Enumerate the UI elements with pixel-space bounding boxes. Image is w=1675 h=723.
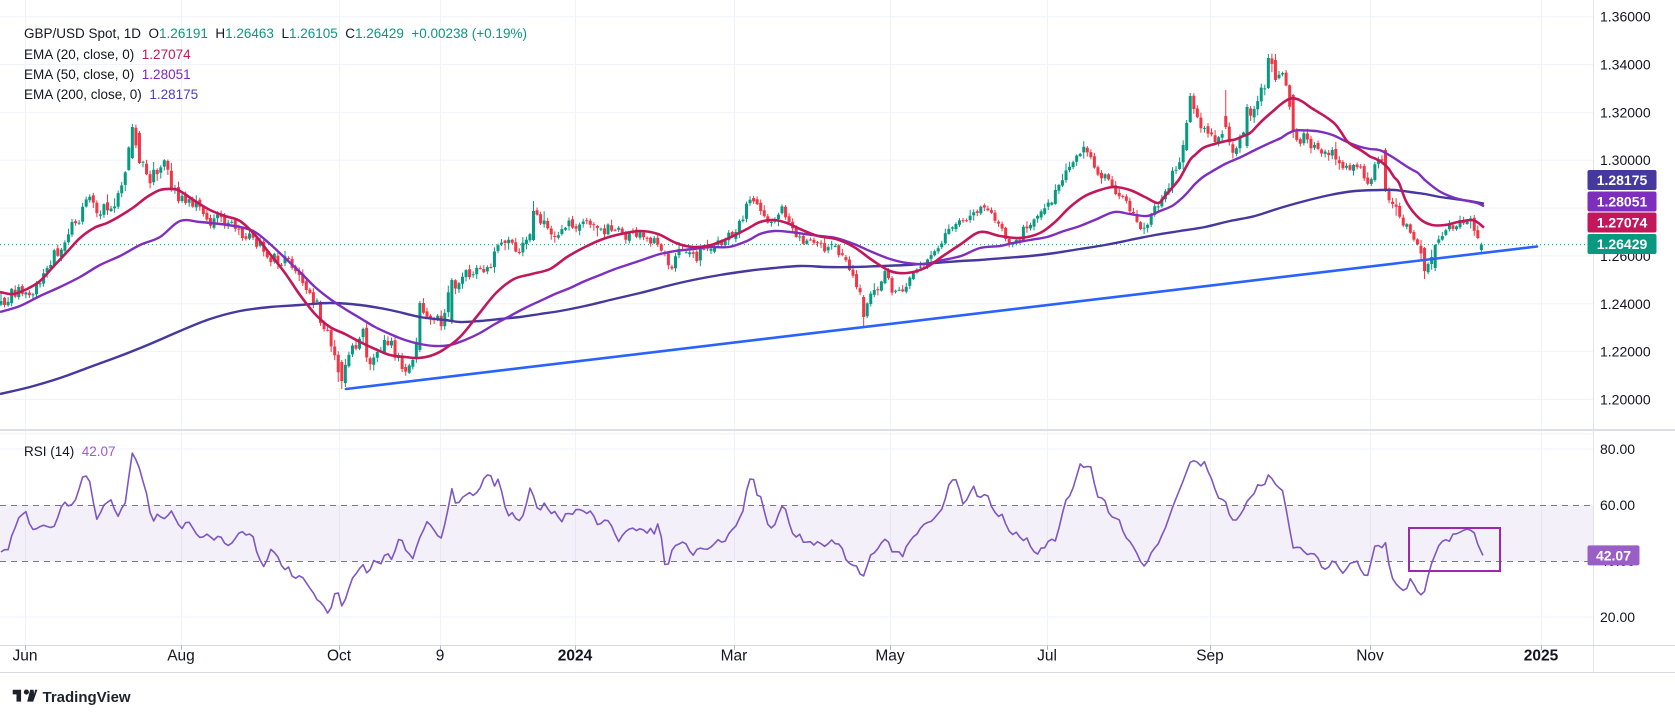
- svg-text:Jun: Jun: [13, 648, 38, 665]
- svg-text:Oct: Oct: [327, 648, 352, 665]
- svg-text:Sep: Sep: [1196, 648, 1224, 665]
- svg-text:2025: 2025: [1524, 648, 1559, 665]
- svg-text:EMA (200, close, 0) 1.28175: EMA (200, close, 0) 1.28175: [24, 87, 198, 102]
- svg-text:9: 9: [436, 648, 445, 665]
- svg-text:42.07: 42.07: [1596, 547, 1631, 563]
- svg-text:Mar: Mar: [721, 648, 748, 665]
- svg-text:Jul: Jul: [1037, 648, 1057, 665]
- svg-text:RSI (14) 42.07: RSI (14) 42.07: [24, 444, 116, 459]
- svg-text:1.32000: 1.32000: [1600, 104, 1651, 120]
- svg-text:60.00: 60.00: [1600, 497, 1635, 513]
- svg-text:EMA (50, close, 0) 1.28051: EMA (50, close, 0) 1.28051: [24, 67, 191, 82]
- svg-text:80.00: 80.00: [1600, 441, 1635, 457]
- svg-text:1.24000: 1.24000: [1600, 296, 1651, 312]
- svg-text:1.34000: 1.34000: [1600, 57, 1651, 73]
- svg-text:1.28175: 1.28175: [1597, 172, 1648, 188]
- svg-text:1.28051: 1.28051: [1597, 194, 1648, 210]
- svg-text:1.20000: 1.20000: [1600, 392, 1651, 408]
- svg-text:TradingView: TradingView: [43, 689, 131, 706]
- svg-text:Nov: Nov: [1356, 648, 1384, 665]
- svg-text:1.30000: 1.30000: [1600, 152, 1651, 168]
- svg-text:1.26429: 1.26429: [1597, 236, 1648, 252]
- svg-text:1.22000: 1.22000: [1600, 344, 1651, 360]
- svg-text:May: May: [875, 648, 905, 665]
- svg-text:Aug: Aug: [167, 648, 195, 665]
- svg-text:1.36000: 1.36000: [1600, 9, 1651, 25]
- svg-text:GBP/USD Spot, 1D O1.26191 H1: GBP/USD Spot, 1D O1.26191 H1.26463 L1.26…: [24, 26, 527, 41]
- svg-text:1.27074: 1.27074: [1597, 215, 1648, 231]
- svg-text:EMA (20, close, 0) 1.27074: EMA (20, close, 0) 1.27074: [24, 47, 191, 62]
- svg-text:2024: 2024: [558, 648, 593, 665]
- svg-text:20.00: 20.00: [1600, 609, 1635, 625]
